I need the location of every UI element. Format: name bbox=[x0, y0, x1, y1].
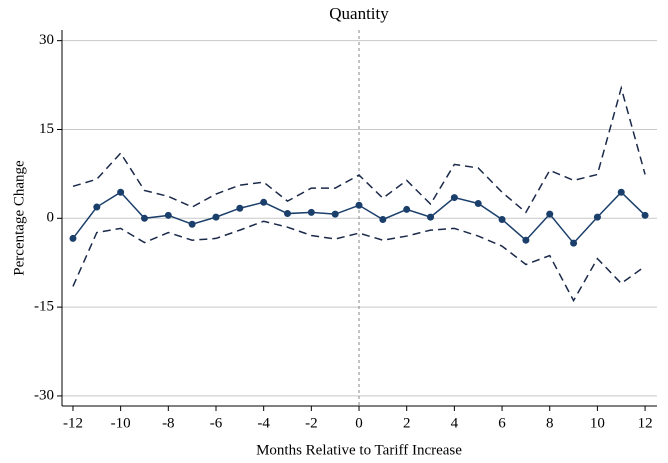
point bbox=[403, 205, 411, 213]
point bbox=[593, 213, 601, 221]
point bbox=[427, 213, 435, 221]
x-tick-label: 6 bbox=[498, 415, 506, 431]
point bbox=[93, 203, 101, 211]
x-tick-label: -10 bbox=[111, 415, 131, 431]
point bbox=[450, 194, 458, 202]
x-tick-label: -4 bbox=[257, 415, 270, 431]
point bbox=[570, 239, 578, 247]
x-tick-label: -8 bbox=[162, 415, 175, 431]
point bbox=[140, 214, 148, 222]
y-tick-label: -15 bbox=[34, 299, 54, 315]
x-tick-label: 4 bbox=[451, 415, 459, 431]
point bbox=[379, 215, 387, 223]
point bbox=[164, 211, 172, 219]
point bbox=[212, 213, 220, 221]
x-tick-label: -6 bbox=[210, 415, 223, 431]
x-tick-label: 10 bbox=[590, 415, 605, 431]
x-tick-label: 12 bbox=[638, 415, 653, 431]
y-axis-label: Percentage Change bbox=[11, 160, 27, 276]
point bbox=[69, 234, 77, 242]
point bbox=[546, 210, 554, 218]
x-tick-label: 8 bbox=[546, 415, 554, 431]
point bbox=[188, 220, 196, 228]
point bbox=[498, 215, 506, 223]
point bbox=[355, 201, 363, 209]
point bbox=[641, 211, 649, 219]
y-tick-label: 0 bbox=[47, 210, 55, 226]
point bbox=[117, 188, 125, 196]
point bbox=[522, 236, 530, 244]
point bbox=[331, 210, 339, 218]
point bbox=[307, 208, 315, 216]
x-tick-label: 0 bbox=[355, 415, 363, 431]
series-line bbox=[72, 85, 646, 214]
y-tick-label: 30 bbox=[39, 32, 54, 48]
x-tick-label: -2 bbox=[305, 415, 318, 431]
point bbox=[260, 198, 268, 206]
series-line bbox=[72, 220, 646, 303]
x-tick-label: 2 bbox=[403, 415, 411, 431]
point bbox=[617, 188, 625, 196]
point bbox=[236, 204, 244, 212]
y-tick-label: 15 bbox=[39, 121, 54, 137]
x-axis-label: Months Relative to Tariff Increase bbox=[256, 442, 462, 458]
point bbox=[284, 210, 292, 218]
y-tick-label: -30 bbox=[34, 387, 54, 403]
x-tick-label: -12 bbox=[63, 415, 83, 431]
chart-title: Quantity bbox=[329, 4, 389, 23]
point bbox=[474, 199, 482, 207]
